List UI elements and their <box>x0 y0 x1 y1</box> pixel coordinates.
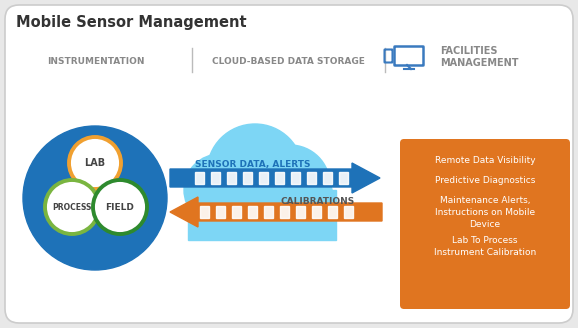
Circle shape <box>23 126 167 270</box>
Bar <box>296 206 305 218</box>
Bar <box>227 172 236 184</box>
Text: LAB: LAB <box>84 158 106 168</box>
Bar <box>216 206 225 218</box>
Bar <box>344 206 353 218</box>
Bar <box>312 206 321 218</box>
Circle shape <box>207 124 303 220</box>
Text: Mobile Sensor Management: Mobile Sensor Management <box>16 14 247 30</box>
Bar <box>259 172 268 184</box>
Bar <box>307 172 316 184</box>
Text: CLOUD-BASED DATA STORAGE: CLOUD-BASED DATA STORAGE <box>212 57 365 67</box>
Text: INSTRUMENTATION: INSTRUMENTATION <box>47 57 144 67</box>
Text: CALIBRATIONS: CALIBRATIONS <box>281 197 355 207</box>
Circle shape <box>69 137 121 189</box>
Bar <box>248 206 257 218</box>
FancyArrow shape <box>170 197 382 227</box>
Text: Maintenance Alerts,
Instructions on Mobile
Device: Maintenance Alerts, Instructions on Mobi… <box>435 196 535 229</box>
Bar <box>323 172 332 184</box>
Text: PROCESS: PROCESS <box>53 202 92 212</box>
Bar <box>280 206 289 218</box>
Bar <box>200 206 209 218</box>
Circle shape <box>45 180 99 234</box>
Bar <box>328 206 337 218</box>
Text: Predictive Diagnostics: Predictive Diagnostics <box>435 176 535 185</box>
Circle shape <box>245 172 305 232</box>
Text: SENSOR DATA, ALERTS: SENSOR DATA, ALERTS <box>195 160 311 170</box>
Bar <box>291 172 300 184</box>
Text: FACILITIES
MANAGEMENT: FACILITIES MANAGEMENT <box>440 46 518 68</box>
Bar <box>264 206 273 218</box>
Bar <box>195 172 204 184</box>
Bar <box>211 172 220 184</box>
Circle shape <box>208 168 272 232</box>
Text: Remote Data Visibility: Remote Data Visibility <box>435 156 535 165</box>
FancyBboxPatch shape <box>5 5 573 323</box>
Circle shape <box>184 154 256 226</box>
Bar <box>188 190 336 240</box>
FancyArrow shape <box>170 163 380 193</box>
Bar <box>339 172 348 184</box>
Circle shape <box>93 180 147 234</box>
Bar <box>275 172 284 184</box>
FancyBboxPatch shape <box>400 139 570 309</box>
Text: Lab To Process
Instrument Calibration: Lab To Process Instrument Calibration <box>434 236 536 257</box>
Circle shape <box>250 145 330 225</box>
Bar <box>243 172 252 184</box>
Circle shape <box>277 169 333 225</box>
Text: FIELD: FIELD <box>106 202 135 212</box>
Bar <box>232 206 241 218</box>
